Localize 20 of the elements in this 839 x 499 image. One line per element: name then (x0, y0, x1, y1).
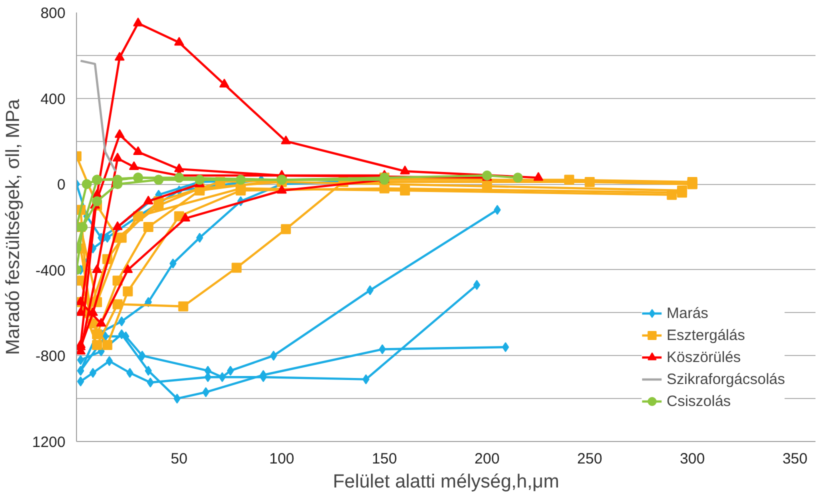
y-tick-label: 800 (40, 5, 66, 22)
x-tick-label: 350 (782, 450, 808, 468)
x-tick-label: 250 (577, 450, 602, 468)
y-tick-label: 400 (40, 90, 66, 108)
legend-label: Csiszolás (666, 392, 731, 410)
x-tick-label: 300 (680, 450, 705, 468)
legend-label: Köszörülés (666, 348, 741, 366)
y-axis-title: Maradó feszültségek, σll, MPa (3, 98, 24, 355)
x-tick-label: 50 (170, 450, 188, 468)
x-tick-label: 100 (269, 450, 294, 468)
x-tick-label: 200 (474, 450, 500, 468)
legend-label: Marás (666, 304, 708, 322)
y-tick-label: 1200 (32, 434, 66, 451)
y-tick-label: -400 (35, 262, 66, 280)
y-tick-label: -800 (35, 348, 66, 366)
x-axis-title: Felület alatti mélység,h,μm (332, 472, 560, 492)
x-tick-label: 150 (372, 450, 397, 468)
legend-label: Esztergálás (666, 326, 745, 344)
y-tick-label: 0 (57, 176, 66, 194)
legend-label: Szikraforgácsolás (666, 370, 785, 388)
